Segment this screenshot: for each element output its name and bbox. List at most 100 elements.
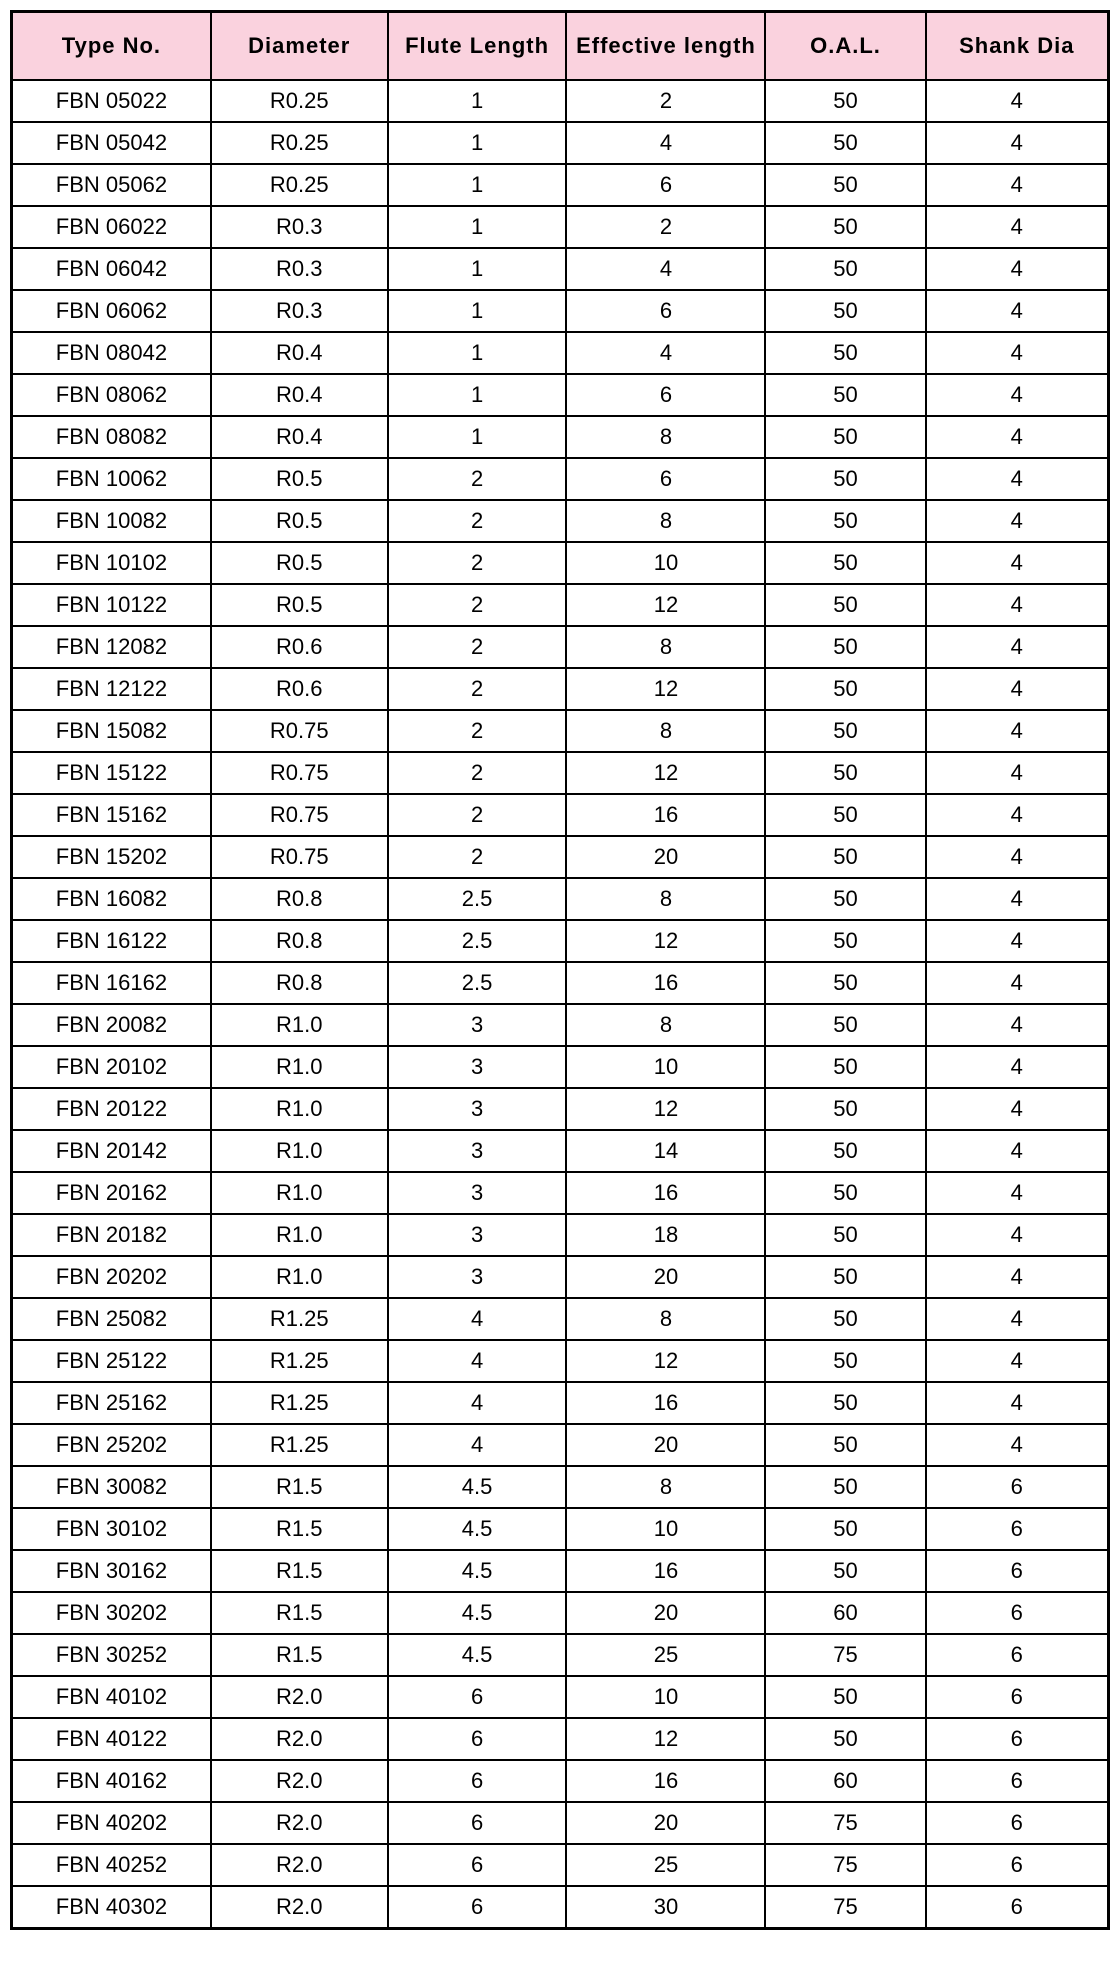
- table-cell: 2: [388, 710, 567, 752]
- table-cell: R0.5: [211, 542, 388, 584]
- col-header-shank: Shank Dia: [926, 12, 1109, 81]
- col-header-oal: O.A.L.: [765, 12, 925, 81]
- table-cell: 4: [926, 458, 1109, 500]
- table-row: FBN 05042R0.2514504: [12, 122, 1109, 164]
- table-cell: 8: [566, 1466, 765, 1508]
- table-cell: 4: [926, 500, 1109, 542]
- table-cell: 12: [566, 1088, 765, 1130]
- table-cell: 4: [926, 626, 1109, 668]
- table-row: FBN 25202R1.25420504: [12, 1424, 1109, 1466]
- table-row: FBN 20202R1.0320504: [12, 1256, 1109, 1298]
- table-row: FBN 05062R0.2516504: [12, 164, 1109, 206]
- table-cell: FBN 40252: [12, 1844, 211, 1886]
- table-cell: 50: [765, 1466, 925, 1508]
- table-cell: FBN 40162: [12, 1760, 211, 1802]
- table-cell: 2.5: [388, 920, 567, 962]
- table-cell: 60: [765, 1592, 925, 1634]
- table-cell: 50: [765, 1130, 925, 1172]
- table-cell: 4: [926, 1088, 1109, 1130]
- table-cell: 2: [388, 626, 567, 668]
- col-header-diameter: Diameter: [211, 12, 388, 81]
- table-cell: R1.25: [211, 1298, 388, 1340]
- table-cell: 50: [765, 416, 925, 458]
- table-cell: 2: [566, 206, 765, 248]
- table-cell: FBN 20142: [12, 1130, 211, 1172]
- table-cell: 10: [566, 542, 765, 584]
- table-cell: FBN 20182: [12, 1214, 211, 1256]
- table-cell: FBN 30252: [12, 1634, 211, 1676]
- table-row: FBN 30102R1.54.510506: [12, 1508, 1109, 1550]
- table-cell: 3: [388, 1214, 567, 1256]
- table-cell: R1.0: [211, 1046, 388, 1088]
- table-cell: 20: [566, 1256, 765, 1298]
- table-cell: 50: [765, 206, 925, 248]
- table-cell: FBN 40302: [12, 1886, 211, 1929]
- table-cell: 1: [388, 248, 567, 290]
- table-row: FBN 25162R1.25416504: [12, 1382, 1109, 1424]
- table-cell: FBN 12082: [12, 626, 211, 668]
- table-cell: 50: [765, 1382, 925, 1424]
- table-cell: FBN 08062: [12, 374, 211, 416]
- table-cell: 4: [388, 1424, 567, 1466]
- table-cell: 20: [566, 1424, 765, 1466]
- table-row: FBN 06042R0.314504: [12, 248, 1109, 290]
- col-header-type: Type No.: [12, 12, 211, 81]
- table-cell: 50: [765, 962, 925, 1004]
- table-cell: R1.0: [211, 1004, 388, 1046]
- table-cell: 50: [765, 248, 925, 290]
- table-row: FBN 40102R2.0610506: [12, 1676, 1109, 1718]
- table-cell: 4: [926, 1046, 1109, 1088]
- table-cell: FBN 05022: [12, 80, 211, 122]
- table-row: FBN 25082R1.2548504: [12, 1298, 1109, 1340]
- table-cell: 3: [388, 1130, 567, 1172]
- table-cell: 50: [765, 458, 925, 500]
- table-cell: 3: [388, 1256, 567, 1298]
- table-cell: 4: [926, 1382, 1109, 1424]
- table-cell: R2.0: [211, 1844, 388, 1886]
- table-cell: 4: [926, 920, 1109, 962]
- table-cell: 8: [566, 416, 765, 458]
- table-cell: R0.75: [211, 710, 388, 752]
- table-cell: 50: [765, 1298, 925, 1340]
- table-cell: 75: [765, 1634, 925, 1676]
- table-cell: R1.0: [211, 1088, 388, 1130]
- table-row: FBN 10062R0.526504: [12, 458, 1109, 500]
- table-cell: R1.25: [211, 1424, 388, 1466]
- table-cell: R0.5: [211, 584, 388, 626]
- table-cell: R1.25: [211, 1382, 388, 1424]
- table-cell: R1.5: [211, 1466, 388, 1508]
- table-cell: 50: [765, 710, 925, 752]
- table-cell: R1.0: [211, 1130, 388, 1172]
- table-cell: 4: [926, 290, 1109, 332]
- table-cell: 50: [765, 542, 925, 584]
- table-cell: 4.5: [388, 1592, 567, 1634]
- table-row: FBN 30202R1.54.520606: [12, 1592, 1109, 1634]
- table-cell: 2: [388, 752, 567, 794]
- table-cell: 75: [765, 1886, 925, 1929]
- table-cell: 50: [765, 1256, 925, 1298]
- table-cell: 3: [388, 1004, 567, 1046]
- table-cell: 16: [566, 1172, 765, 1214]
- table-cell: R0.4: [211, 332, 388, 374]
- table-cell: 50: [765, 1088, 925, 1130]
- table-row: FBN 15202R0.75220504: [12, 836, 1109, 878]
- table-row: FBN 30162R1.54.516506: [12, 1550, 1109, 1592]
- table-cell: FBN 20082: [12, 1004, 211, 1046]
- table-cell: FBN 16122: [12, 920, 211, 962]
- table-cell: R1.25: [211, 1340, 388, 1382]
- table-cell: FBN 06062: [12, 290, 211, 332]
- table-row: FBN 20142R1.0314504: [12, 1130, 1109, 1172]
- table-cell: 2: [388, 794, 567, 836]
- table-cell: 4: [926, 1214, 1109, 1256]
- table-row: FBN 10082R0.528504: [12, 500, 1109, 542]
- table-row: FBN 40162R2.0616606: [12, 1760, 1109, 1802]
- table-cell: R1.0: [211, 1214, 388, 1256]
- table-cell: 2: [388, 500, 567, 542]
- table-cell: 2: [388, 458, 567, 500]
- table-row: FBN 15082R0.7528504: [12, 710, 1109, 752]
- table-cell: 10: [566, 1676, 765, 1718]
- table-row: FBN 10102R0.5210504: [12, 542, 1109, 584]
- table-cell: R0.25: [211, 122, 388, 164]
- table-cell: 1: [388, 374, 567, 416]
- table-cell: 14: [566, 1130, 765, 1172]
